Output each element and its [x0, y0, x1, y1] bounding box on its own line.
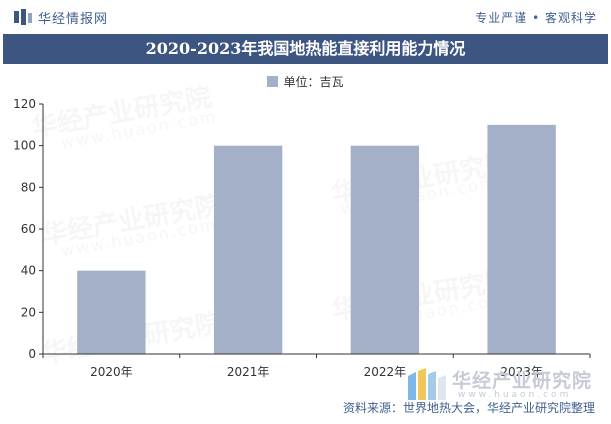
- legend: 单位：吉瓦: [0, 73, 611, 90]
- y-axis: 0 20 40 60 80 100 120: [13, 97, 44, 361]
- y-tick-label: 20: [21, 305, 36, 319]
- x-axis: 2020年 2021年 2022年 2023年: [42, 353, 591, 379]
- y-tick-label: 80: [21, 180, 36, 194]
- y-tick-label: 100: [13, 139, 36, 153]
- source-note: 资料来源：世界地热大会，华经产业研究院整理: [342, 401, 595, 415]
- top-bar: 华经情报网 专业严谨 • 客观科学: [0, 0, 611, 34]
- corner-logo-icon: [408, 368, 446, 400]
- brand-logo-icon: [14, 9, 32, 25]
- x-tick-label: 2022年: [364, 365, 407, 379]
- bars: [77, 124, 556, 354]
- y-tick-label: 40: [21, 264, 36, 278]
- bar: [350, 145, 420, 354]
- bar: [487, 124, 556, 354]
- brand-name: 华经情报网: [38, 12, 109, 27]
- corner-url: www.huaon.com: [458, 390, 572, 400]
- y-tick-label: 120: [13, 97, 36, 111]
- legend-label: 单位：吉瓦: [283, 75, 344, 89]
- x-tick-label: 2023年: [500, 365, 543, 379]
- legend-swatch: [267, 76, 279, 87]
- tagline: 专业严谨 • 客观科学: [475, 11, 597, 25]
- x-tick-label: 2020年: [90, 365, 133, 379]
- y-tick-label: 0: [28, 347, 36, 361]
- bar: [213, 145, 283, 354]
- corner-brand: 华经产业研究院: [452, 370, 593, 392]
- bar: [77, 270, 146, 354]
- x-tick-label: 2021年: [227, 365, 270, 379]
- y-tick-label: 60: [21, 222, 36, 236]
- chart-title: 2020-2023年我国地热能直接利用能力情况: [3, 34, 608, 64]
